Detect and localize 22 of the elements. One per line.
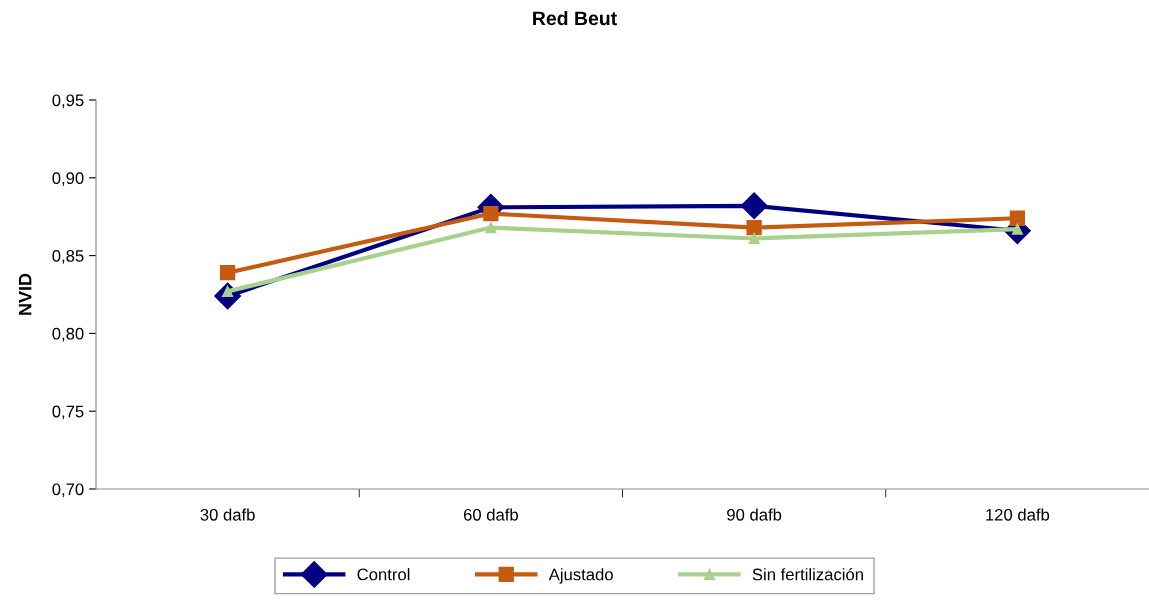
y-tick-label: 0,75 xyxy=(52,405,84,420)
point xyxy=(748,232,760,245)
legend-label: Control xyxy=(357,568,410,581)
point xyxy=(1009,210,1026,226)
legend-label: Sin fertilización xyxy=(752,567,863,581)
legend-label: Ajustado xyxy=(548,568,613,584)
point xyxy=(483,205,499,222)
x-tick-label: 60 dafb xyxy=(463,508,518,521)
point xyxy=(485,222,497,234)
x-tick-label: 30 dafb xyxy=(200,508,255,521)
x-tick-label: 120 dafb xyxy=(986,508,1050,521)
x-tick-label: 90 dafb xyxy=(727,508,782,521)
point xyxy=(740,192,768,220)
point xyxy=(219,265,236,281)
point xyxy=(746,219,762,236)
y-tick-label: 0,90 xyxy=(52,172,84,186)
chart-title: Red Beut xyxy=(533,10,617,26)
y-axis-title: NVID xyxy=(18,273,32,315)
y-tick-label: 0,70 xyxy=(52,483,84,498)
y-tick-label: 0,95 xyxy=(52,94,84,109)
y-tick-label: 0,85 xyxy=(52,250,84,264)
y-tick-label: 0,80 xyxy=(52,327,84,342)
